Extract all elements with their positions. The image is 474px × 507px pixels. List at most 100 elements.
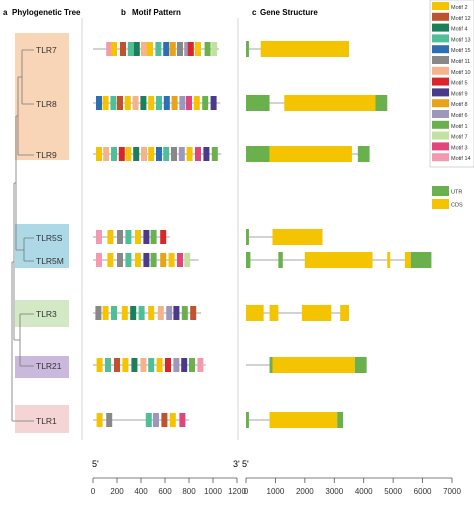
cds-segment xyxy=(404,252,411,268)
motif-block-motif-13 xyxy=(155,42,162,56)
gene-label-tlr5m: TLR5M xyxy=(36,256,64,266)
legend-swatch-motif-13 xyxy=(432,34,449,43)
motif-block-motif-2 xyxy=(122,358,129,372)
legend-swatch-motif-5 xyxy=(432,77,449,86)
utr-segment xyxy=(375,95,388,111)
axis-tick-label: 0 xyxy=(244,487,249,496)
legend-swatch-utr xyxy=(432,186,449,196)
legend-swatch-motif-12 xyxy=(432,12,449,21)
motif-block-motif-10 xyxy=(140,358,147,372)
legend-label-cds: CDS xyxy=(451,203,463,209)
cds-segment xyxy=(340,305,349,321)
motif-block-motif-12 xyxy=(117,96,123,110)
motif-block-motif-15 xyxy=(156,147,162,161)
legend-swatch-motif-8 xyxy=(432,99,449,108)
legend-swatch-cds xyxy=(432,199,449,209)
clade-box-tlr21 xyxy=(15,356,69,378)
panel-a-title: Phylogenetic Tree xyxy=(12,8,81,17)
axis-tick-label: 0 xyxy=(91,487,96,496)
panel-b-title: Motif Pattern xyxy=(132,8,181,17)
legend-swatch-motif-10 xyxy=(432,66,449,75)
panel-c-title: Gene Structure xyxy=(260,8,318,17)
legend-label-motif-14: Motif 14 xyxy=(451,156,471,162)
structure-track-tlr5s xyxy=(246,229,323,245)
cds-segment xyxy=(260,41,349,57)
axis-tick-label: 2000 xyxy=(296,487,314,496)
motif-block-motif-13 xyxy=(111,306,117,320)
legend-swatch-motif-11 xyxy=(432,56,449,64)
legend-swatch-motif-2 xyxy=(432,2,449,10)
motif-axis-start-label: 5' xyxy=(92,459,99,469)
motif-block-motif-6 xyxy=(153,413,159,427)
utr-segment xyxy=(269,357,273,373)
structure-track-tlr21 xyxy=(246,357,367,373)
cds-segment xyxy=(246,305,264,321)
motif-block-motif-13 xyxy=(127,42,134,56)
motif-block-motif-9 xyxy=(210,96,217,110)
motif-block-motif-9 xyxy=(181,358,188,372)
motif-block-motif-2 xyxy=(135,230,141,244)
motif-block-motif-13 xyxy=(111,147,117,161)
motif-block-motif-5 xyxy=(118,147,125,161)
utr-segment xyxy=(337,412,344,428)
motif-block-motif-15 xyxy=(163,42,170,56)
motif-block-motif-4 xyxy=(130,306,137,320)
motif-track-tlr5m xyxy=(93,253,199,267)
legend-swatch-motif-4 xyxy=(432,23,449,32)
motif-scale-axis: 5' 3' 0 200 400 600 800 1000 1200 xyxy=(91,459,247,496)
motif-block-motif-6 xyxy=(173,358,180,372)
motif-block-motif-6 xyxy=(179,96,186,110)
motif-block-motif-4 xyxy=(131,358,138,372)
motif-block-motif-2 xyxy=(169,413,176,427)
motif-block-motif-1 xyxy=(211,147,218,161)
structure-track-tlr8 xyxy=(246,95,388,111)
motif-block-motif-10 xyxy=(132,96,139,110)
panel-a-header: a Phylogenetic Tree xyxy=(3,8,81,17)
legend-swatch-motif-3 xyxy=(432,142,449,151)
gene-structure-tracks xyxy=(246,41,432,428)
motif-block-motif-1 xyxy=(150,253,157,267)
legend-label-motif-13: Motif 13 xyxy=(451,37,471,43)
motif-block-motif-4 xyxy=(140,96,147,110)
motif-block-motif-4 xyxy=(133,42,140,56)
axis-tick-label: 5000 xyxy=(384,487,402,496)
motif-track-tlr7 xyxy=(93,42,219,56)
utr-segment xyxy=(246,146,270,162)
motif-block-motif-12 xyxy=(190,306,197,320)
motif-block-motif-1 xyxy=(189,358,195,372)
tree-branch-tlr1 xyxy=(11,261,34,422)
cds-segment xyxy=(284,95,376,111)
motif-block-motif-2 xyxy=(147,42,153,56)
motif-block-motif-2 xyxy=(107,230,114,244)
motif-block-motif-6 xyxy=(184,42,191,56)
motif-block-motif-1 xyxy=(181,306,188,320)
utr-segment xyxy=(357,146,370,162)
motif-block-motif-10 xyxy=(103,147,110,161)
motif-block-motif-6 xyxy=(178,147,185,161)
motif-block-motif-2 xyxy=(156,358,163,372)
axis-tick-label: 7000 xyxy=(443,487,461,496)
motif-block-motif-2 xyxy=(148,306,155,320)
clade-box-tlr7-tlr9 xyxy=(15,33,69,160)
cds-segment xyxy=(269,412,338,428)
utr-segment xyxy=(246,95,270,111)
utr-segment xyxy=(246,412,249,428)
motif-block-motif-11 xyxy=(117,253,123,267)
utr-segment xyxy=(354,357,367,373)
motif-block-motif-12 xyxy=(161,413,168,427)
clade-box-tlr3 xyxy=(15,300,69,327)
motif-block-motif-10 xyxy=(157,306,164,320)
motif-block-motif-2 xyxy=(107,253,114,267)
motif-block-motif-2 xyxy=(135,253,141,267)
panel-c-letter: c xyxy=(252,8,257,17)
gene-label-tlr7: TLR7 xyxy=(36,45,57,55)
gene-scale-axis: 5' 0 1000 2000 3000 4000 5000 6000 7000 xyxy=(242,459,461,496)
motif-block-motif-5 xyxy=(160,230,167,244)
motif-block-motif-2 xyxy=(148,96,155,110)
motif-block-motif-2 xyxy=(102,96,109,110)
motif-block-motif-15 xyxy=(163,96,170,110)
legend-label-motif-1: Motif 1 xyxy=(451,124,468,130)
motif-block-motif-13 xyxy=(125,230,132,244)
motif-block-motif-2 xyxy=(168,253,175,267)
